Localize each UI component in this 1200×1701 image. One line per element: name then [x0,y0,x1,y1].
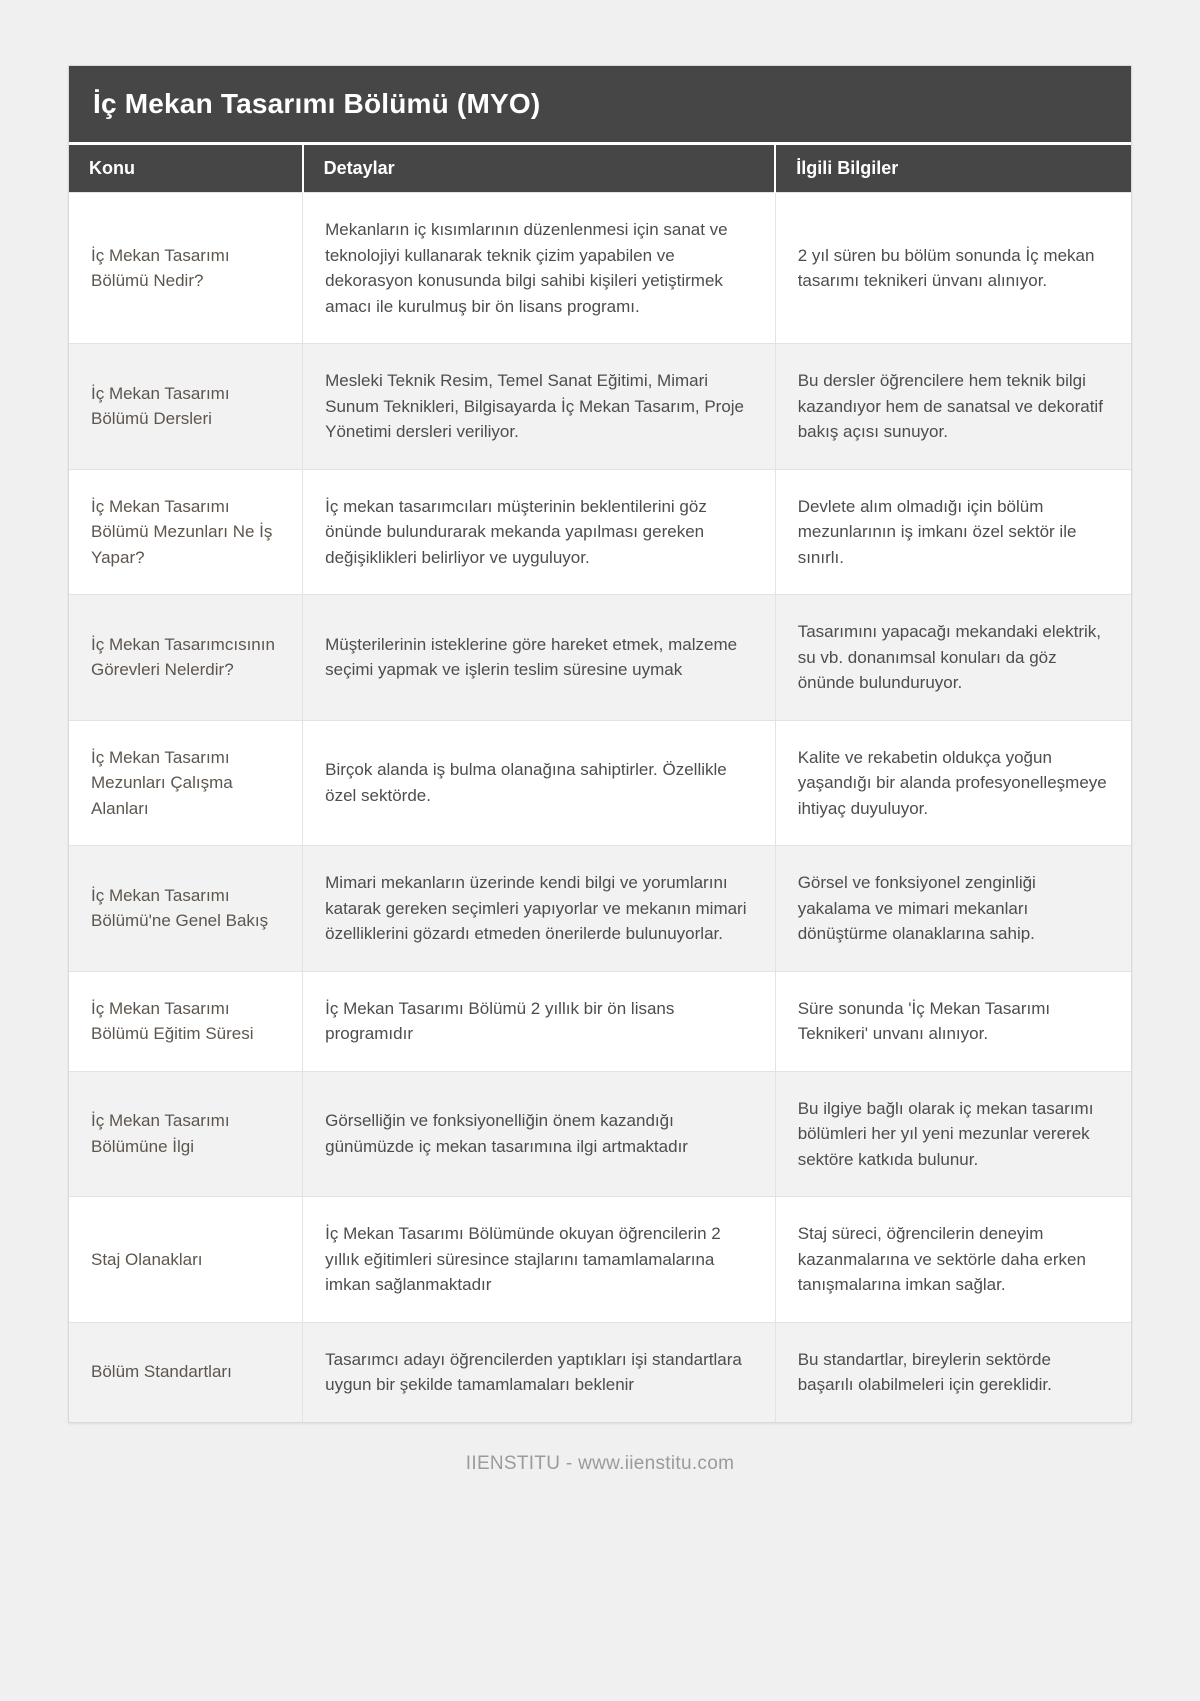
content-card: İç Mekan Tasarımı Bölümü (MYO) Konu Deta… [68,65,1132,1423]
row-details-cell: Mesleki Teknik Resim, Temel Sanat Eğitim… [302,343,776,469]
row-related-info-cell: Bu standartlar, bireylerin sektörde başa… [774,1321,1131,1422]
row-topic-cell: İç Mekan Tasarımı Bölümü'ne Genel Bakış [69,845,303,971]
row-details-cell: Mekanların iç kısımlarının düzenlenmesi … [302,192,776,344]
info-table: Konu Detaylar İlgili Bilgiler İç Mekan T… [69,145,1131,1422]
row-details-cell: Müşterilerinin isteklerine göre hareket … [302,594,776,720]
row-topic-cell: Staj Olanakları [69,1196,303,1322]
row-related-info-cell: Staj süreci, öğrencilerin deneyim kazanm… [774,1196,1131,1322]
row-details-cell: Tasarımcı adayı öğrencilerden yaptıkları… [302,1321,776,1422]
row-details-cell: İç Mekan Tasarımı Bölümü 2 yıllık bir ön… [302,970,776,1071]
column-header-ilgili-bilgiler: İlgili Bilgiler [774,145,1131,193]
row-related-info-cell: 2 yıl süren bu bölüm sonunda İç mekan ta… [774,192,1131,344]
table-row: İç Mekan Tasarımı Mezunları Çalışma Alan… [69,719,1131,846]
table-row: İç Mekan Tasarımı Bölümü Nedir? Mekanlar… [69,192,1131,344]
row-topic-cell: İç Mekan Tasarımı Bölümü Nedir? [69,192,303,344]
row-details-cell: Görselliğin ve fonksiyonelliğin önem kaz… [302,1070,776,1197]
table-header-row: Konu Detaylar İlgili Bilgiler [69,145,1131,193]
row-topic-cell: İç Mekan Tasarımı Bölümü Eğitim Süresi [69,970,303,1071]
footer-text: IIENSTITU - www.iienstitu.com [465,1452,735,1474]
row-related-info-cell: Devlete alım olmadığı için bölüm mezunla… [774,468,1131,595]
column-header-detaylar: Detaylar [301,145,776,193]
row-related-info-cell: Kalite ve rekabetin oldukça yoğun yaşand… [774,719,1131,846]
row-details-cell: Birçok alanda iş bulma olanağına sahipti… [302,719,776,846]
column-header-konu: Konu [69,145,303,193]
table-row: İç Mekan Tasarımı Bölümü Mezunları Ne İş… [69,468,1131,595]
table-row: İç Mekan Tasarımı Bölümüne İlgi Görselli… [69,1070,1131,1197]
row-topic-cell: İç Mekan Tasarımcısının Görevleri Nelerd… [69,594,303,720]
row-related-info-cell: Tasarımını yapacağı mekandaki elektrik, … [774,594,1131,720]
table-row: İç Mekan Tasarımı Bölümü Eğitim Süresi İ… [69,970,1131,1071]
table-row: İç Mekan Tasarımcısının Görevleri Nelerd… [69,594,1131,720]
table-row: Staj Olanakları İç Mekan Tasarımı Bölümü… [69,1196,1131,1322]
table-body: İç Mekan Tasarımı Bölümü Nedir? Mekanlar… [69,192,1131,1422]
row-related-info-cell: Süre sonunda 'İç Mekan Tasarımı Tekniker… [774,970,1131,1071]
row-details-cell: İç Mekan Tasarımı Bölümünde okuyan öğren… [302,1196,776,1322]
page-title: İç Mekan Tasarımı Bölümü (MYO) [69,66,1131,145]
row-topic-cell: İç Mekan Tasarımı Bölümü Mezunları Ne İş… [69,468,303,595]
table-row: İç Mekan Tasarımı Bölümü Dersleri Meslek… [69,343,1131,469]
row-related-info-cell: Görsel ve fonksiyonel zenginliği yakalam… [774,845,1131,971]
row-details-cell: İç mekan tasarımcıları müşterinin beklen… [302,468,776,595]
row-related-info-cell: Bu ilgiye bağlı olarak iç mekan tasarımı… [774,1070,1131,1197]
row-related-info-cell: Bu dersler öğrencilere hem teknik bilgi … [774,343,1131,469]
row-topic-cell: İç Mekan Tasarımı Bölümüne İlgi [69,1070,303,1197]
table-row: İç Mekan Tasarımı Bölümü'ne Genel Bakış … [69,845,1131,971]
table-row: Bölüm Standartları Tasarımcı adayı öğren… [69,1321,1131,1422]
row-details-cell: Mimari mekanların üzerinde kendi bilgi v… [302,845,776,971]
table-header: Konu Detaylar İlgili Bilgiler [69,145,1131,193]
row-topic-cell: İç Mekan Tasarımı Bölümü Dersleri [69,343,303,469]
row-topic-cell: Bölüm Standartları [69,1321,303,1422]
row-topic-cell: İç Mekan Tasarımı Mezunları Çalışma Alan… [69,719,303,846]
